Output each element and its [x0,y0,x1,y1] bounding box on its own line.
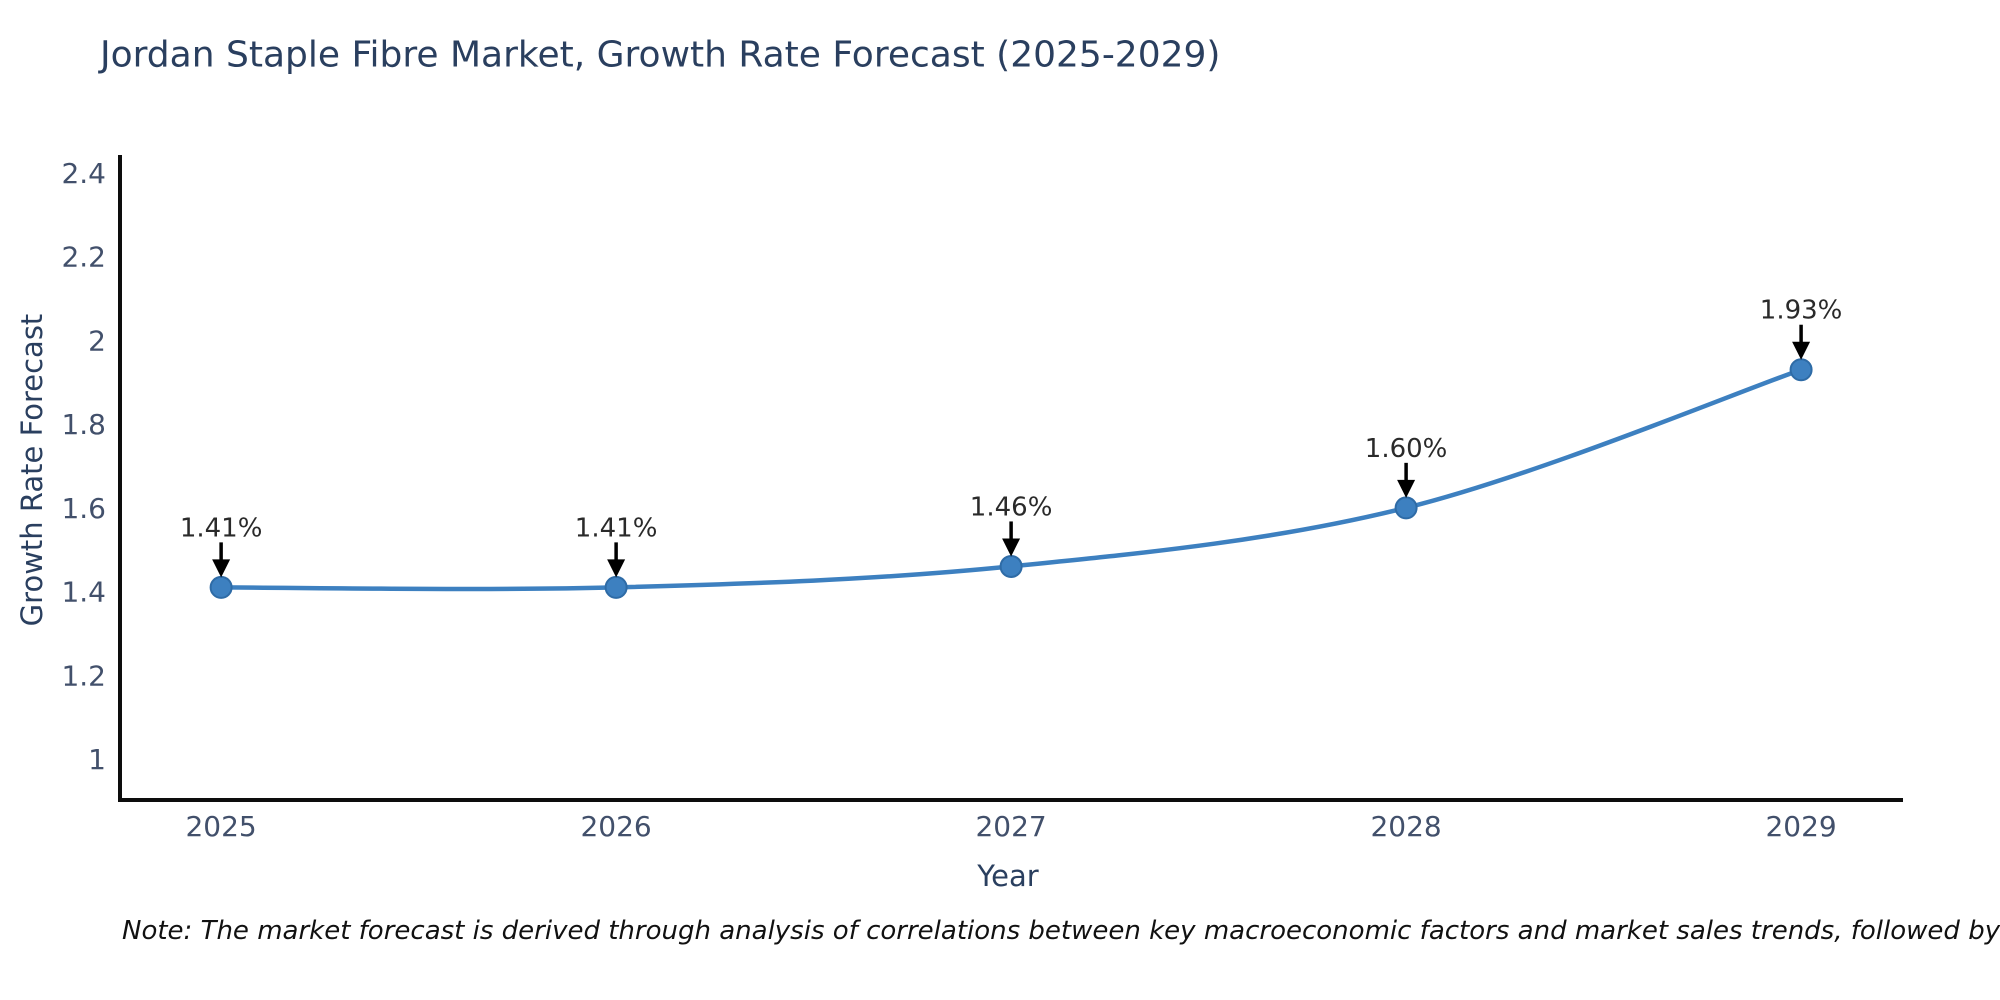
data-label: 1.93% [1760,296,1843,326]
x-tick-label: 2025 [185,810,256,843]
data-point-marker [1789,358,1813,382]
x-axis-title: Year [977,859,1039,893]
data-point-marker [209,575,233,599]
x-tick-label: 2029 [1765,810,1836,843]
data-label: 1.60% [1365,434,1448,464]
data-point-marker [999,554,1023,578]
y-tick-label: 2.4 [61,157,106,190]
data-point-marker [1394,496,1418,520]
data-label: 1.41% [575,513,658,543]
annotation-arrowhead [1397,479,1416,498]
annotation-arrowhead [1792,341,1811,360]
data-label: 1.41% [180,513,263,543]
x-tick-label: 2027 [975,810,1046,843]
annotation-arrowhead [1002,538,1021,557]
y-tick-label: 1.2 [61,659,106,692]
y-tick-label: 1.8 [61,408,106,441]
y-tick-label: 1.4 [61,576,106,609]
y-tick-label: 1 [88,743,106,776]
footnote: Note: The market forecast is derived thr… [122,916,2000,946]
y-tick-label: 1.6 [61,492,106,525]
x-tick-label: 2028 [1370,810,1441,843]
chart-title: Jordan Staple Fibre Market, Growth Rate … [100,34,1221,76]
y-tick-label: 2.2 [61,241,106,274]
annotation-arrowhead [607,559,626,578]
data-point-marker [604,575,628,599]
y-tick-label: 2 [88,324,106,357]
data-label: 1.46% [970,492,1053,522]
x-tick-label: 2026 [580,810,651,843]
y-axis-title: Growth Rate Forecast [15,313,49,627]
annotation-arrowhead [212,559,231,578]
